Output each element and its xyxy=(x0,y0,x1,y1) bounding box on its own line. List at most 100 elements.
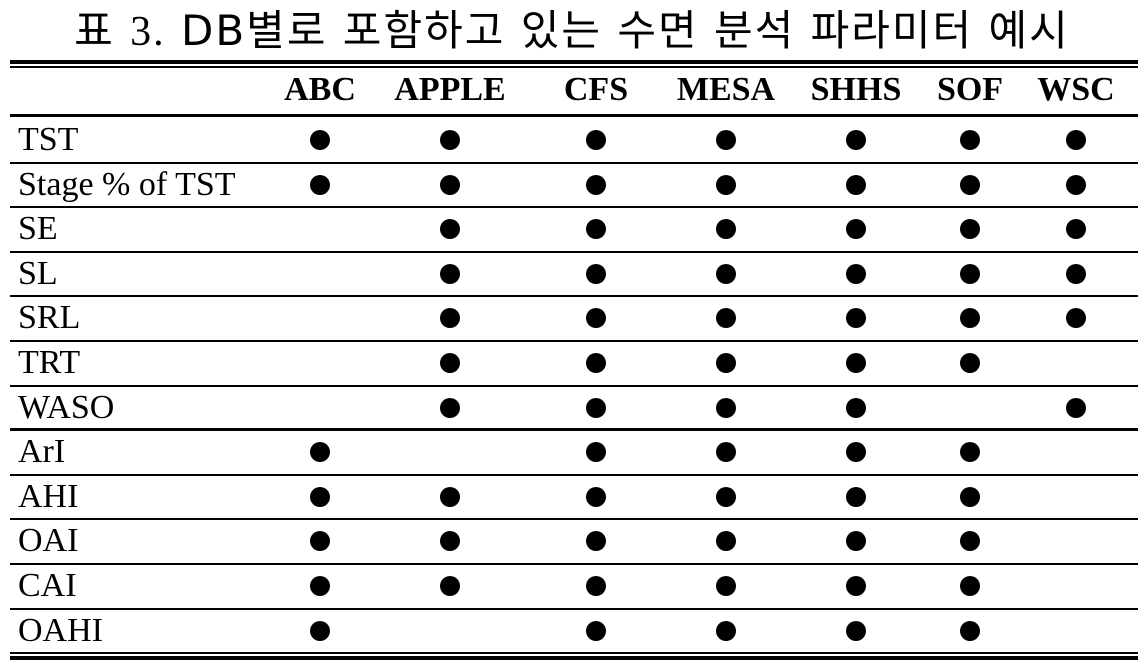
row-separator xyxy=(10,385,1138,387)
included-mark-sof xyxy=(960,576,980,596)
included-mark-wsc xyxy=(1066,398,1086,418)
included-mark-apple xyxy=(440,353,460,373)
included-mark-shhs xyxy=(846,487,866,507)
included-mark-wsc xyxy=(1066,219,1086,239)
row-label: SRL xyxy=(18,299,81,336)
included-mark-cfs xyxy=(586,264,606,284)
column-header-cfs: CFS xyxy=(563,71,629,108)
included-mark-mesa xyxy=(716,442,736,462)
row-separator xyxy=(10,518,1138,520)
included-mark-cfs xyxy=(586,576,606,596)
included-mark-sof xyxy=(960,621,980,641)
included-mark-shhs xyxy=(846,130,866,150)
included-mark-sof xyxy=(960,130,980,150)
table-row: SRL xyxy=(10,296,1138,340)
included-mark-abc xyxy=(310,130,330,150)
table-row: CAI xyxy=(10,564,1138,608)
included-mark-shhs xyxy=(846,576,866,596)
table-row: AHI xyxy=(10,475,1138,519)
row-label: Stage % of TST xyxy=(18,166,236,203)
included-mark-shhs xyxy=(846,398,866,418)
included-mark-cfs xyxy=(586,442,606,462)
column-header-apple: APPLE xyxy=(394,71,506,108)
included-mark-sof xyxy=(960,264,980,284)
row-label: TRT xyxy=(18,344,81,381)
table-row: TST xyxy=(10,118,1138,162)
caption-number: 3. xyxy=(130,9,166,55)
included-mark-apple xyxy=(440,219,460,239)
included-mark-apple xyxy=(440,576,460,596)
caption-prefix: 표 xyxy=(74,6,131,55)
included-mark-cfs xyxy=(586,219,606,239)
included-mark-shhs xyxy=(846,219,866,239)
included-mark-wsc xyxy=(1066,175,1086,195)
included-mark-sof xyxy=(960,531,980,551)
included-mark-cfs xyxy=(586,621,606,641)
row-label: CAI xyxy=(18,567,77,604)
included-mark-apple xyxy=(440,264,460,284)
included-mark-apple xyxy=(440,531,460,551)
included-mark-mesa xyxy=(716,219,736,239)
included-mark-abc xyxy=(310,175,330,195)
included-mark-mesa xyxy=(716,487,736,507)
included-mark-sof xyxy=(960,175,980,195)
bottom-rule-thin xyxy=(10,652,1138,654)
included-mark-cfs xyxy=(586,398,606,418)
included-mark-mesa xyxy=(716,621,736,641)
included-mark-cfs xyxy=(586,531,606,551)
included-mark-cfs xyxy=(586,353,606,373)
table-row: SE xyxy=(10,207,1138,251)
included-mark-wsc xyxy=(1066,130,1086,150)
included-mark-mesa xyxy=(716,398,736,418)
header-rule xyxy=(10,114,1138,117)
included-mark-apple xyxy=(440,398,460,418)
row-separator xyxy=(10,474,1138,476)
included-mark-apple xyxy=(440,175,460,195)
included-mark-apple xyxy=(440,308,460,328)
included-mark-abc xyxy=(310,442,330,462)
row-separator xyxy=(10,340,1138,342)
included-mark-mesa xyxy=(716,353,736,373)
included-mark-wsc xyxy=(1066,308,1086,328)
column-header-sof: SOF xyxy=(936,71,1004,108)
included-mark-shhs xyxy=(846,353,866,373)
included-mark-sof xyxy=(960,442,980,462)
row-label: TST xyxy=(18,121,79,158)
bottom-rule-thick xyxy=(10,656,1138,660)
table-row: OAHI xyxy=(10,609,1138,653)
included-mark-shhs xyxy=(846,531,866,551)
included-mark-mesa xyxy=(716,264,736,284)
column-header-mesa: MESA xyxy=(676,71,776,108)
row-separator xyxy=(10,563,1138,565)
row-label: WASO xyxy=(18,389,115,426)
included-mark-apple xyxy=(440,130,460,150)
row-label: SL xyxy=(18,255,58,292)
included-mark-sof xyxy=(960,219,980,239)
included-mark-mesa xyxy=(716,308,736,328)
table-header-row: ABC APPLE CFS MESA SHHS SOF WSC xyxy=(10,68,1138,112)
included-mark-cfs xyxy=(586,487,606,507)
row-separator xyxy=(10,251,1138,253)
included-mark-abc xyxy=(310,576,330,596)
included-mark-abc xyxy=(310,621,330,641)
included-mark-shhs xyxy=(846,621,866,641)
row-label: ArI xyxy=(18,433,66,470)
column-header-abc: ABC xyxy=(284,71,356,108)
table-row: Stage % of TST xyxy=(10,163,1138,207)
row-separator xyxy=(10,428,1138,431)
included-mark-mesa xyxy=(716,531,736,551)
row-label: OAI xyxy=(18,522,79,559)
column-header-wsc: WSC xyxy=(1037,71,1115,108)
included-mark-shhs xyxy=(846,175,866,195)
included-mark-abc xyxy=(310,531,330,551)
table-row: TRT xyxy=(10,341,1138,385)
row-separator xyxy=(10,206,1138,208)
row-label: SE xyxy=(18,210,58,247)
row-separator xyxy=(10,295,1138,297)
top-rule-thin xyxy=(10,66,1138,68)
included-mark-cfs xyxy=(586,175,606,195)
included-mark-cfs xyxy=(586,130,606,150)
table-row: ArI xyxy=(10,430,1138,474)
top-rule-thick xyxy=(10,60,1138,64)
included-mark-abc xyxy=(310,487,330,507)
